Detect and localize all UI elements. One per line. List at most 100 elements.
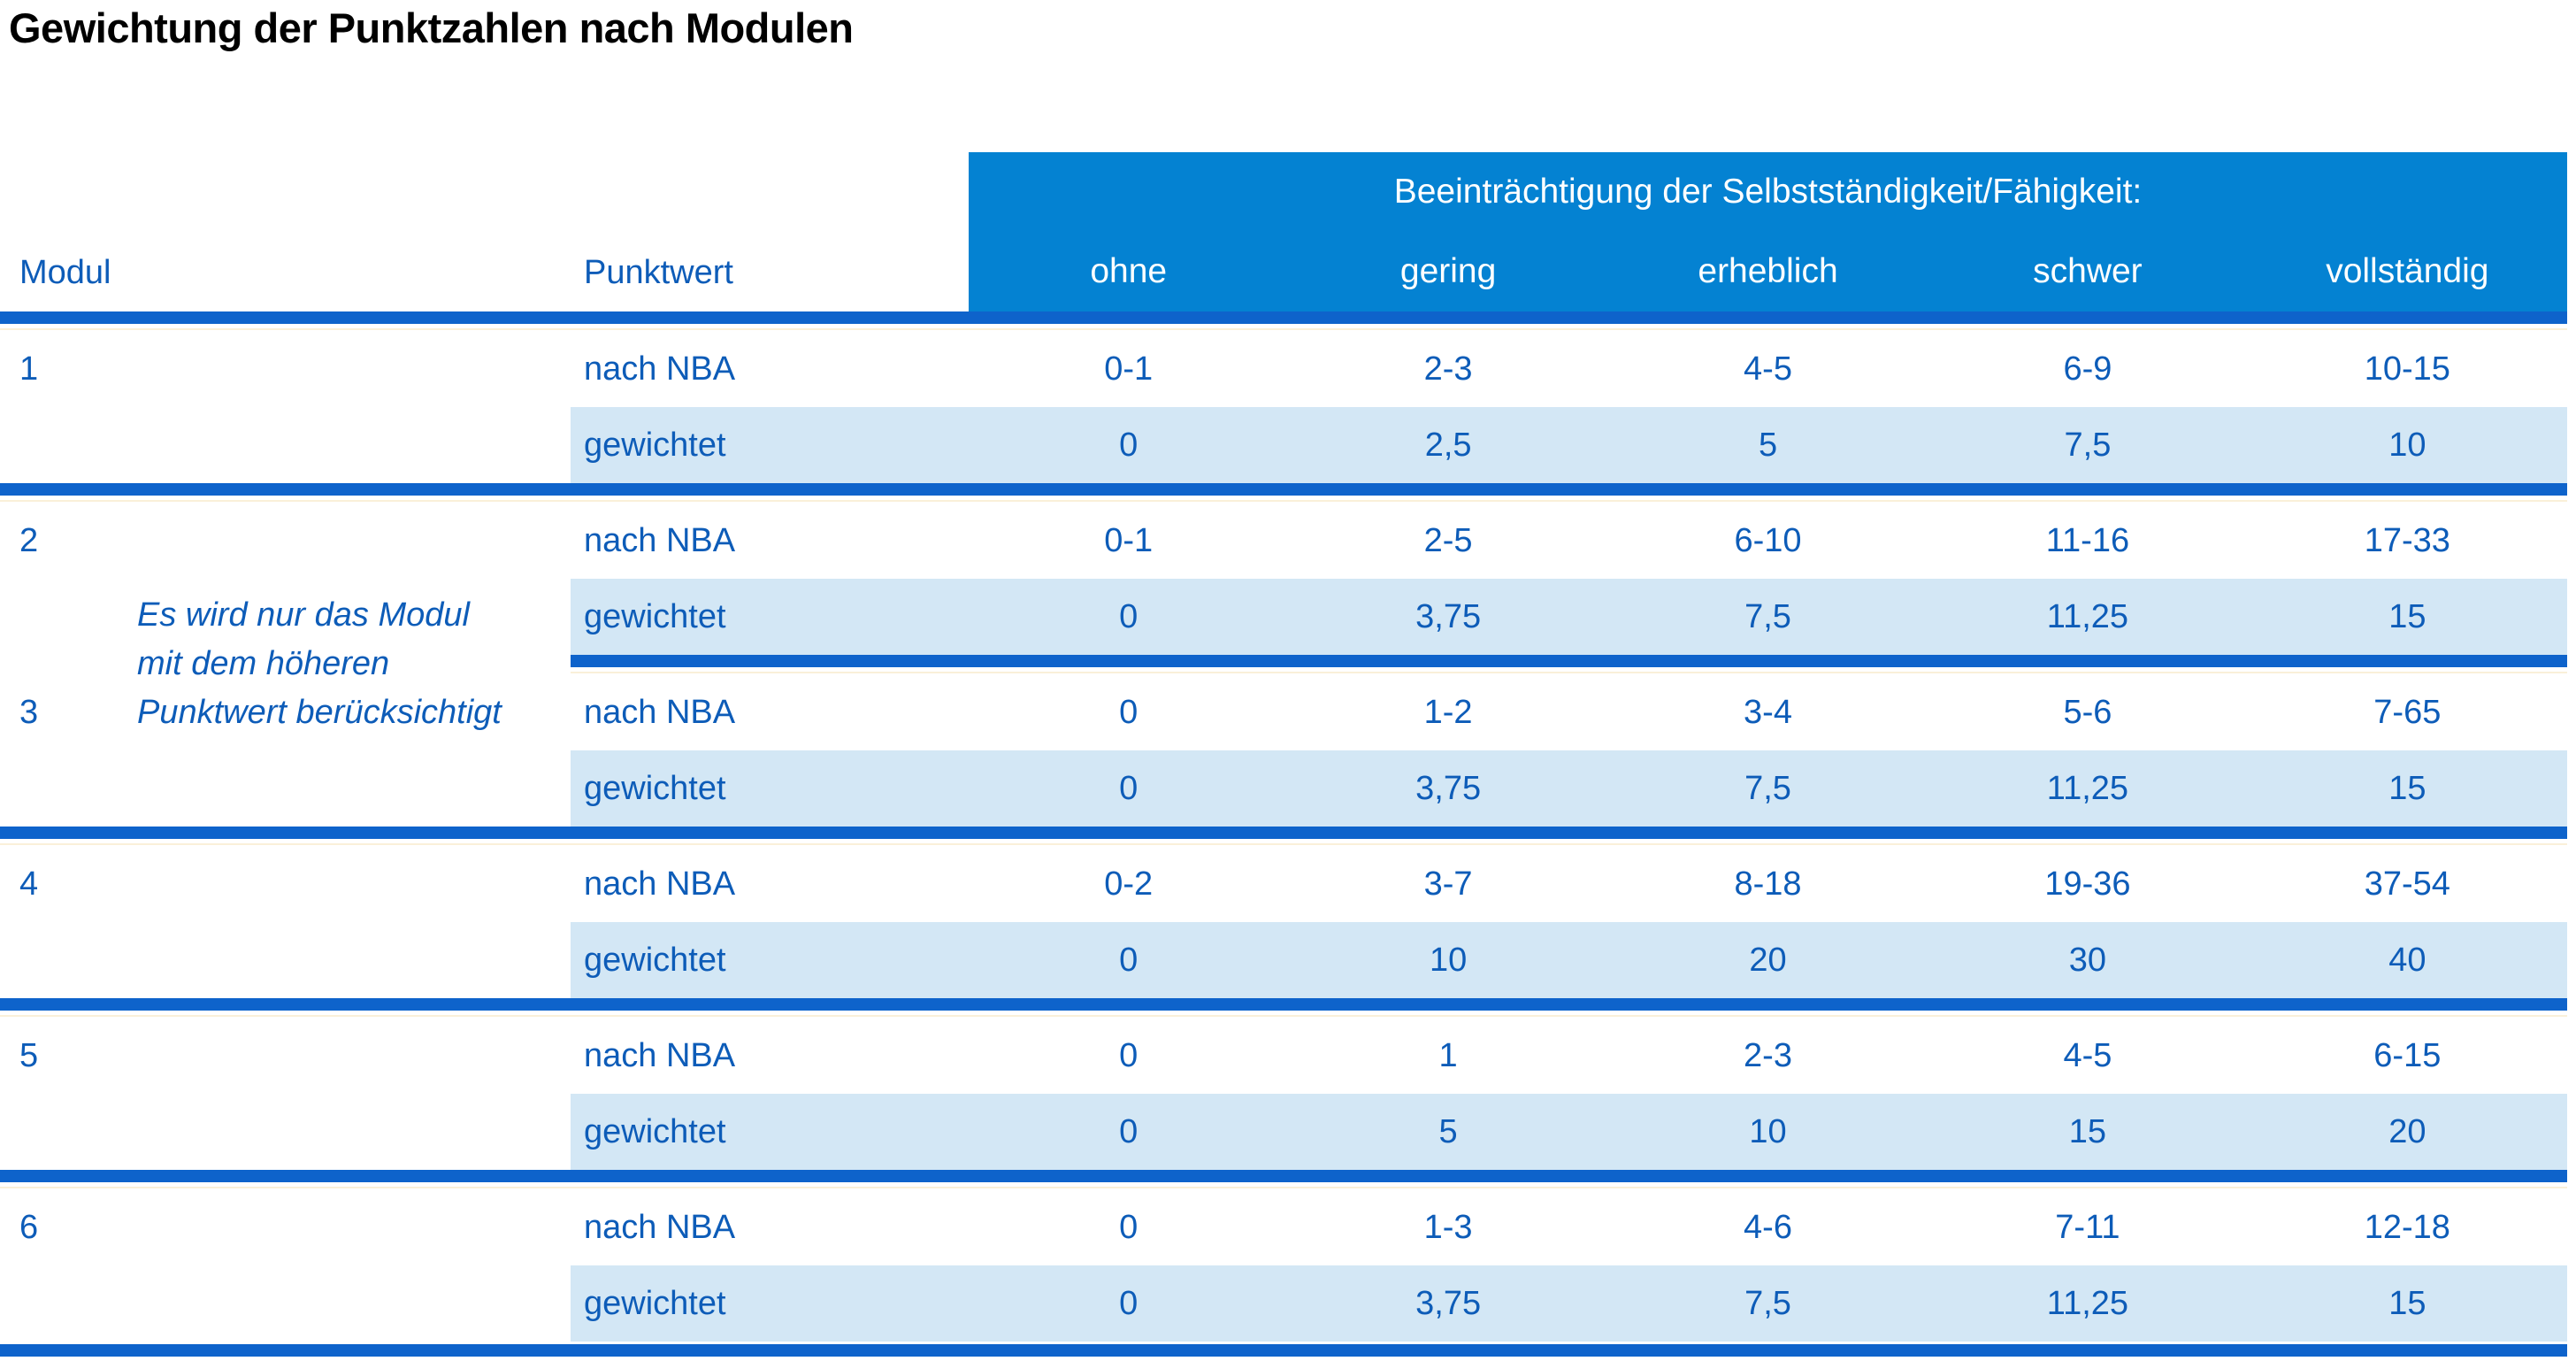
row-label-gewichtet: gewichtet xyxy=(584,769,726,807)
page-title: Gewichtung der Punktzahlen nach Modulen xyxy=(9,4,854,51)
row-label-nach-nba: nach NBA xyxy=(584,521,736,559)
table-cell: 7,5 xyxy=(2064,426,2112,464)
severity-group-title: Beeinträchtigung der Selbstständigkeit/F… xyxy=(1393,173,2143,211)
module-number: 2 xyxy=(19,521,39,559)
table-cell: 15 xyxy=(2068,1112,2107,1150)
table-cell: 2-3 xyxy=(1744,1036,1792,1074)
module-number-spacer xyxy=(0,1094,571,1170)
table-cell: 0 xyxy=(1119,426,1138,464)
table-cell: 2,5 xyxy=(1424,426,1472,464)
module-1-nba-row: 1 nach NBA 0-1 2-3 4-5 6-9 10-15 xyxy=(0,331,2567,407)
column-header-ohne: ohne xyxy=(1090,252,1168,290)
table-cell: 10 xyxy=(2388,426,2426,464)
table-cell: 11-16 xyxy=(2045,521,2130,559)
table-cell: 1 xyxy=(1438,1036,1458,1074)
table-cell: 3-4 xyxy=(1744,693,1792,731)
table-cell: 5-6 xyxy=(2063,693,2112,731)
table-cell: 40 xyxy=(2388,941,2426,979)
table-cell: 7,5 xyxy=(1744,1284,1791,1322)
table-cell: 4-5 xyxy=(2063,1036,2112,1074)
table-cell: 1-2 xyxy=(1423,693,1473,731)
severity-header-group: Beeinträchtigung der Selbstständigkeit/F… xyxy=(969,152,2567,311)
header-separator-line xyxy=(0,311,2567,331)
module-6-weighted-row: gewichtet 0 3,75 7,5 11,25 15 xyxy=(0,1265,2567,1342)
module-2-weighted-row: gewichtet 0 3,75 7,5 11,25 15 xyxy=(0,579,2567,655)
module-4-weighted-row: gewichtet 0 10 20 30 40 xyxy=(0,922,2567,998)
weighting-table: Modul Punktwert Beeinträchtigung der Sel… xyxy=(0,152,2567,1359)
table-cell: 3,75 xyxy=(1415,769,1482,807)
table-cell: 4-6 xyxy=(1744,1208,1792,1246)
table-cell: 6-10 xyxy=(1734,521,1802,559)
table-bottom-line xyxy=(0,1342,2567,1359)
row-label-nach-nba: nach NBA xyxy=(584,865,736,903)
table-cell: 3,75 xyxy=(1415,1284,1482,1322)
table-cell: 3,75 xyxy=(1415,597,1482,635)
row-label-gewichtet: gewichtet xyxy=(584,597,726,635)
module-separator-line xyxy=(0,827,2567,846)
module-separator-line-partial xyxy=(571,655,2567,674)
table-cell: 10-15 xyxy=(2364,350,2450,388)
column-header-vollstaendig: vollständig xyxy=(2326,252,2489,290)
note-line: Es wird nur das Modul xyxy=(137,596,470,634)
note-line: Punktwert berücksichtigt xyxy=(137,694,502,731)
table-cell: 5 xyxy=(1438,1112,1458,1150)
module-5-nba-row: 5 nach NBA 0 1 2-3 4-5 6-15 xyxy=(0,1018,2567,1094)
table-cell: 12-18 xyxy=(2364,1208,2450,1246)
table-cell: 0 xyxy=(1119,1284,1138,1322)
table-cell: 7,5 xyxy=(1744,769,1791,807)
table-cell: 15 xyxy=(2388,597,2426,635)
module-number: 3 xyxy=(19,693,39,731)
table-cell: 37-54 xyxy=(2364,865,2450,903)
module-number: 5 xyxy=(19,1036,39,1074)
module-3-nba-row: 3 nach NBA 0 1-2 3-4 5-6 7-65 xyxy=(0,674,2567,750)
table-cell: 0-1 xyxy=(1104,350,1154,388)
module-5-weighted-row: gewichtet 0 5 10 15 20 xyxy=(0,1094,2567,1170)
row-label-gewichtet: gewichtet xyxy=(584,941,726,979)
table-cell: 2-3 xyxy=(1423,350,1473,388)
column-header-erheblich: erheblich xyxy=(1698,252,1838,290)
column-header-modul: Modul xyxy=(19,254,111,291)
table-cell: 5 xyxy=(1758,426,1778,464)
module-separator-line xyxy=(0,1170,2567,1189)
table-cell: 11,25 xyxy=(2046,597,2129,635)
module-number-spacer xyxy=(0,750,571,827)
module-1-weighted-row: gewichtet 0 2,5 5 7,5 10 xyxy=(0,407,2567,483)
column-header-gering: gering xyxy=(1399,252,1497,290)
table-cell: 0-2 xyxy=(1104,865,1154,903)
table-cell: 0 xyxy=(1119,1036,1138,1074)
table-cell: 2-5 xyxy=(1423,521,1473,559)
row-label-nach-nba: nach NBA xyxy=(584,693,736,731)
table-cell: 0 xyxy=(1119,597,1138,635)
table-cell: 7,5 xyxy=(1744,597,1791,635)
table-cell: 7-11 xyxy=(2055,1208,2120,1246)
table-cell: 11,25 xyxy=(2046,1284,2129,1322)
table-cell: 1-3 xyxy=(1423,1208,1473,1246)
table-cell: 15 xyxy=(2388,1284,2426,1322)
module-number: 6 xyxy=(19,1208,39,1246)
table-cell: 7-65 xyxy=(2373,693,2442,731)
table-cell: 6-15 xyxy=(2373,1036,2442,1074)
module-number-spacer xyxy=(0,1265,571,1342)
module-separator-line xyxy=(0,483,2567,503)
table-cell: 0-1 xyxy=(1104,521,1154,559)
module-number-spacer xyxy=(0,407,571,483)
table-cell: 20 xyxy=(2388,1112,2426,1150)
module-number-spacer xyxy=(0,922,571,998)
column-header-schwer: schwer xyxy=(2033,252,2143,290)
module-separator-line xyxy=(0,998,2567,1018)
row-label-gewichtet: gewichtet xyxy=(584,1112,726,1150)
table-cell: 6-9 xyxy=(2063,350,2112,388)
table-cell: 11,25 xyxy=(2046,769,2129,807)
table-cell: 8-18 xyxy=(1734,865,1802,903)
table-cell: 20 xyxy=(1749,941,1787,979)
table-cell: 10 xyxy=(1429,941,1468,979)
table-cell: 0 xyxy=(1119,1112,1138,1150)
table-cell: 17-33 xyxy=(2364,521,2450,559)
table-cell: 30 xyxy=(2068,941,2107,979)
row-label-nach-nba: nach NBA xyxy=(584,1036,736,1074)
row-label-gewichtet: gewichtet xyxy=(584,426,726,464)
note-line: mit dem höheren xyxy=(137,645,390,682)
column-header-punktwert: Punktwert xyxy=(584,254,733,291)
module-4-nba-row: 4 nach NBA 0-2 3-7 8-18 19-36 37-54 xyxy=(0,846,2567,922)
severity-column-headers: ohne gering erheblich schwer vollständig xyxy=(969,232,2567,311)
